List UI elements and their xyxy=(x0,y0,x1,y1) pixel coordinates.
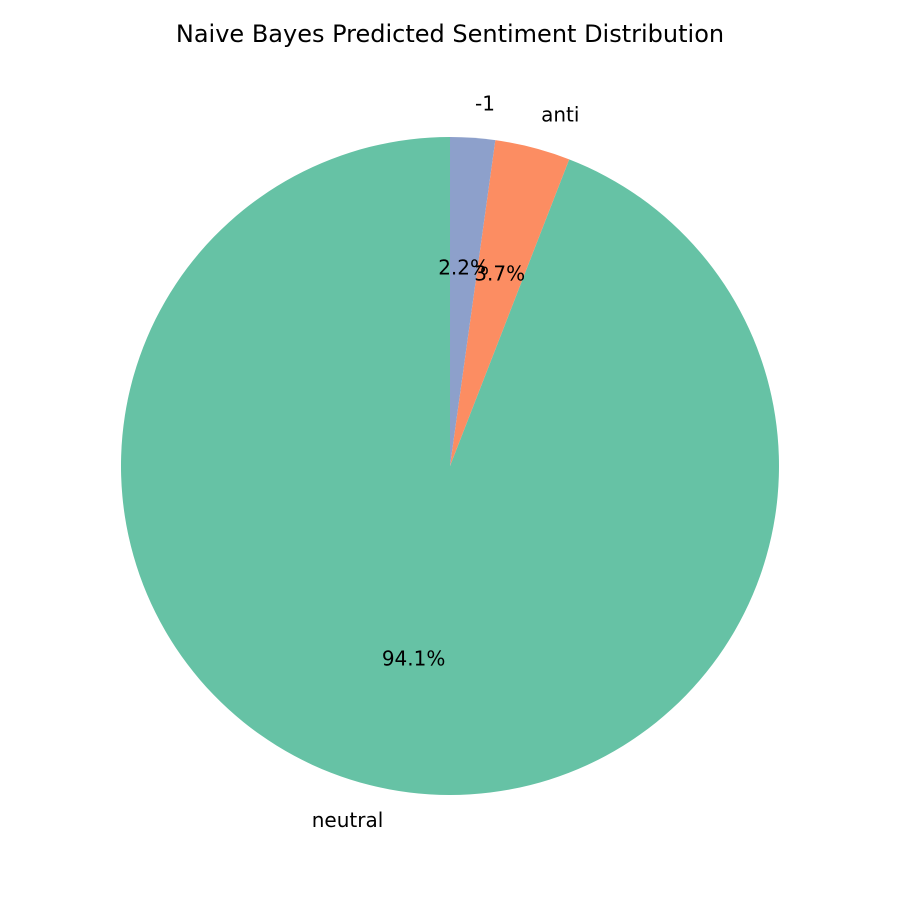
slice-label-neutral: neutral xyxy=(312,808,384,832)
pie-slice-1 xyxy=(450,137,496,466)
pie-labels: neutral 94.1% anti 3.7% -1 2.2% xyxy=(312,92,580,833)
slice-percent-anti: 3.7% xyxy=(474,262,525,286)
pie-slice-anti xyxy=(450,140,570,466)
slice-percent-neutral: 94.1% xyxy=(382,647,446,671)
pie-slice-neutral xyxy=(120,137,779,795)
slice-percent-1: 2.2% xyxy=(438,256,489,280)
chart-title: Naive Bayes Predicted Sentiment Distribu… xyxy=(176,20,724,48)
slice-label-anti: anti xyxy=(541,102,579,126)
slice-label-1: -1 xyxy=(475,92,495,116)
pie-slices xyxy=(120,137,779,795)
